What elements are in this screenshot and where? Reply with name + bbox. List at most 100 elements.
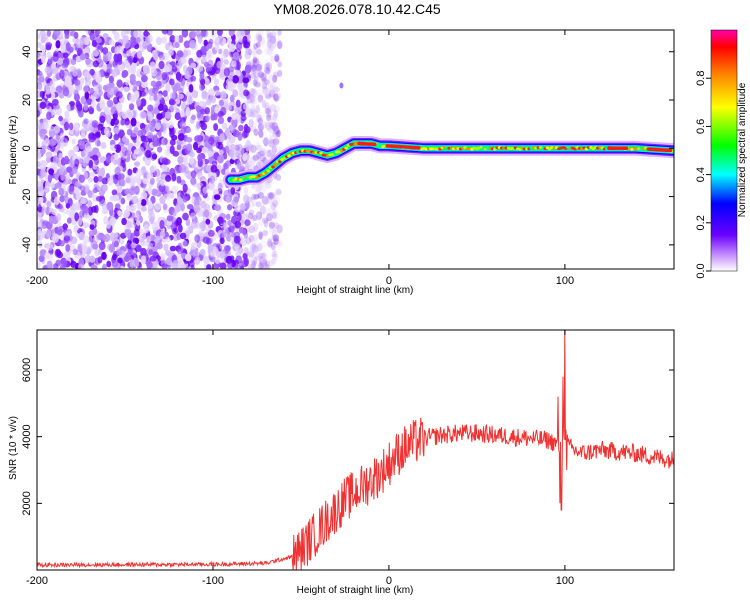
noise-dot (89, 68, 95, 76)
noise-dot (151, 221, 159, 231)
noise-dot (48, 168, 55, 175)
colorbar-tick-label: 0.8 (695, 71, 707, 86)
noise-dot (256, 114, 262, 123)
noise-dot (255, 64, 262, 72)
noise-dot (147, 201, 153, 209)
noise-dot (266, 213, 273, 222)
noise-dot (247, 212, 254, 220)
track-speckle (278, 160, 282, 164)
noise-dot (173, 165, 180, 174)
noise-dot (77, 263, 85, 269)
noise-dot (78, 174, 85, 183)
noise-dot (217, 155, 224, 164)
noise-dot (57, 203, 63, 210)
noise-dot (235, 99, 241, 108)
noise-dot (133, 175, 141, 184)
noise-dot (251, 244, 259, 253)
noise-dot (77, 218, 83, 226)
noise-dot (39, 45, 46, 54)
noise-dot (168, 121, 174, 129)
noise-dot (241, 228, 247, 236)
noise-dot (256, 243, 263, 252)
noise-dot (272, 130, 279, 138)
noise-dot (248, 250, 255, 258)
noise-dot (206, 43, 213, 50)
noise-dot (207, 150, 213, 158)
noise-dot (263, 149, 269, 156)
noise-dot (179, 232, 187, 240)
noise-dot (205, 218, 211, 225)
noise-dot (258, 256, 264, 266)
noise-dot (274, 55, 280, 62)
noise-dot (65, 42, 71, 52)
noise-dot (260, 38, 266, 47)
noise-dot (117, 129, 125, 139)
noise-dot (72, 145, 80, 153)
noise-dot (225, 195, 231, 204)
chart-title: YM08.2026.078.10.42.C45 (273, 1, 441, 17)
noise-dot (249, 243, 257, 253)
noise-dot (219, 99, 224, 107)
noise-dot (263, 89, 269, 97)
noise-dot (161, 72, 167, 81)
noise-dot (244, 219, 251, 227)
noise-dot (58, 166, 65, 175)
noise-dot (256, 92, 264, 100)
noise-dot (179, 163, 186, 173)
noise-dot (200, 30, 207, 37)
noise-dot (158, 60, 165, 70)
noise-dot (261, 86, 268, 95)
noise-dot (196, 110, 202, 119)
noise-dot (267, 74, 273, 83)
noise-dot (58, 187, 65, 196)
noise-dot (96, 140, 101, 147)
noise-dot (225, 213, 231, 220)
track-speckle (271, 165, 275, 169)
noise-dot (264, 59, 270, 67)
noise-dot (252, 79, 258, 86)
noise-dot (106, 201, 114, 211)
noise-dot (200, 45, 207, 55)
noise-dot (276, 224, 283, 234)
noise-dot (188, 157, 195, 165)
noise-dot (98, 185, 106, 195)
noise-dot (268, 221, 276, 228)
noise-dot (271, 113, 278, 122)
noise-dot (237, 83, 244, 91)
colorbar-label: Normalized spectral amplitude (737, 82, 748, 217)
noise-dot (38, 122, 45, 130)
noise-dot (253, 89, 259, 96)
noise-dot (267, 238, 273, 248)
track-speckle (319, 151, 323, 155)
noise-dot (249, 107, 256, 115)
snr-frame (36, 329, 675, 571)
noise-dot (64, 75, 72, 86)
noise-dot (275, 130, 281, 138)
noise-dot (146, 235, 152, 244)
noise-dot (147, 186, 153, 195)
noise-dot (134, 185, 140, 193)
noise-dot (140, 75, 148, 83)
noise-dot (190, 177, 197, 186)
noise-dot (266, 106, 272, 115)
noise-dot (83, 85, 89, 93)
noise-dot (239, 203, 247, 211)
noise-dot (37, 33, 42, 40)
noise-dot (231, 117, 238, 127)
noise-dot (267, 84, 274, 92)
noise-dot (223, 67, 230, 77)
noise-dot (94, 129, 101, 139)
noise-dot (272, 199, 279, 208)
noise-dot (271, 234, 276, 241)
noise-dot (157, 93, 163, 101)
noise-dot (254, 119, 261, 128)
noise-dot (65, 202, 71, 209)
noise-dot (189, 151, 195, 158)
noise-dot (272, 115, 279, 122)
noise-dot (261, 262, 268, 269)
noise-dot (262, 138, 270, 145)
noise-dot (63, 235, 71, 242)
noise-dot (64, 195, 70, 205)
noise-dot (271, 126, 278, 133)
noise-dot (106, 260, 112, 268)
